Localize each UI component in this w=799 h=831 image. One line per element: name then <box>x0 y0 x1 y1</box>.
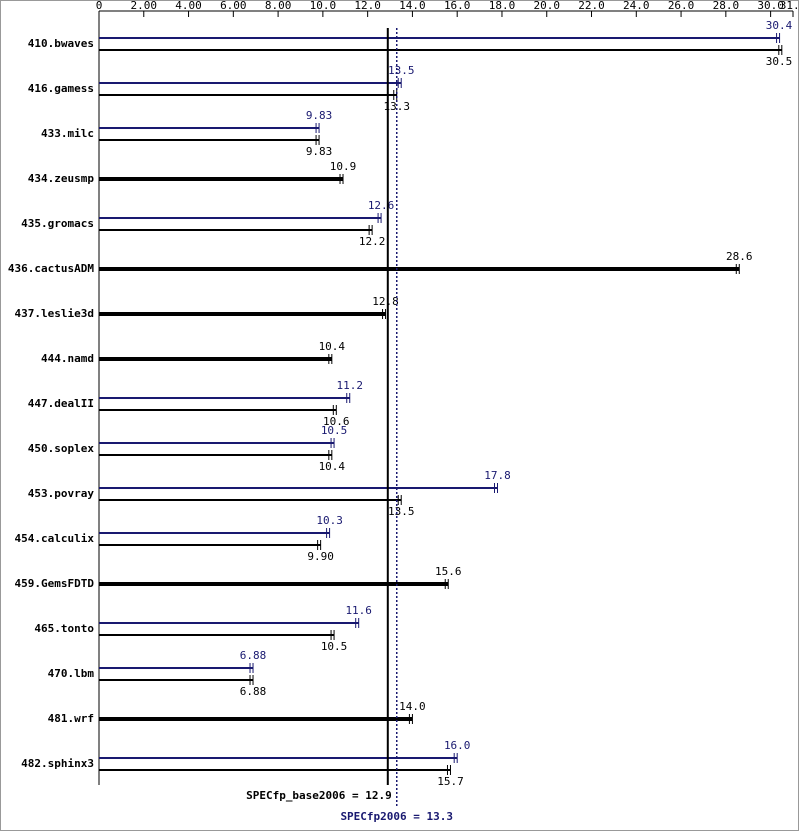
x-tick-label: 18.0 <box>489 0 516 12</box>
value-label: 17.8 <box>484 469 511 482</box>
value-label: 12.2 <box>359 235 386 248</box>
category-label: 447.dealII <box>28 397 94 410</box>
value-label: 12.6 <box>368 199 395 212</box>
value-label: 15.7 <box>437 775 464 788</box>
category-label: 453.povray <box>28 487 95 500</box>
category-label: 433.milc <box>41 127 94 140</box>
value-label: 13.3 <box>383 100 410 113</box>
value-label: 30.4 <box>766 19 793 32</box>
value-label: 10.5 <box>321 424 348 437</box>
value-label: 30.5 <box>766 55 793 68</box>
x-tick-label: 16.0 <box>444 0 471 12</box>
value-label: 10.4 <box>319 460 346 473</box>
x-tick-label: 20.0 <box>533 0 560 12</box>
value-label: 6.88 <box>240 685 267 698</box>
x-tick-label: 4.00 <box>175 0 202 12</box>
category-label: 450.soplex <box>28 442 95 455</box>
x-tick-label: 6.00 <box>220 0 247 12</box>
category-label: 470.lbm <box>48 667 95 680</box>
category-label: 434.zeusmp <box>28 172 95 185</box>
value-label: 14.0 <box>399 700 426 713</box>
value-label: 11.6 <box>345 604 372 617</box>
x-tick-label: 10.0 <box>310 0 337 12</box>
category-label: 482.sphinx3 <box>21 757 94 770</box>
category-label: 435.gromacs <box>21 217 94 230</box>
category-label: 444.namd <box>41 352 94 365</box>
reference-label: SPECfp_base2006 = 12.9 <box>246 789 392 802</box>
value-label: 28.6 <box>726 250 753 263</box>
x-tick-label: 12.0 <box>354 0 381 12</box>
reference-label: SPECfp2006 = 13.3 <box>340 810 453 823</box>
value-label: 6.88 <box>240 649 267 662</box>
x-tick-label: 26.0 <box>668 0 695 12</box>
category-label: 416.gamess <box>28 82 94 95</box>
x-tick-label: 14.0 <box>399 0 426 12</box>
category-label: 459.GemsFDTD <box>15 577 95 590</box>
x-tick-label: 31.0 <box>780 0 799 12</box>
value-label: 10.6 <box>323 415 350 428</box>
x-tick-label: 22.0 <box>578 0 605 12</box>
value-label: 12.8 <box>372 295 399 308</box>
category-label: 437.leslie3d <box>15 307 94 320</box>
value-label: 13.5 <box>388 64 415 77</box>
category-label: 454.calculix <box>15 532 95 545</box>
x-tick-label: 8.00 <box>265 0 292 12</box>
category-label: 481.wrf <box>48 712 94 725</box>
value-label: 9.83 <box>306 145 333 158</box>
x-tick-label: 2.00 <box>131 0 158 12</box>
value-label: 9.90 <box>307 550 334 563</box>
value-label: 10.4 <box>319 340 346 353</box>
x-tick-label: 24.0 <box>623 0 650 12</box>
value-label: 10.5 <box>321 640 348 653</box>
value-label: 11.2 <box>336 379 363 392</box>
value-label: 16.0 <box>444 739 471 752</box>
value-label: 13.5 <box>388 505 415 518</box>
category-label: 410.bwaves <box>28 37 94 50</box>
category-label: 436.cactusADM <box>8 262 94 275</box>
value-label: 9.83 <box>306 109 333 122</box>
value-label: 15.6 <box>435 565 462 578</box>
value-label: 10.9 <box>330 160 357 173</box>
category-label: 465.tonto <box>34 622 94 635</box>
x-tick-label: 0 <box>96 0 103 12</box>
x-tick-label: 30.0 <box>757 0 784 12</box>
x-tick-label: 28.0 <box>713 0 740 12</box>
value-label: 10.3 <box>316 514 343 527</box>
